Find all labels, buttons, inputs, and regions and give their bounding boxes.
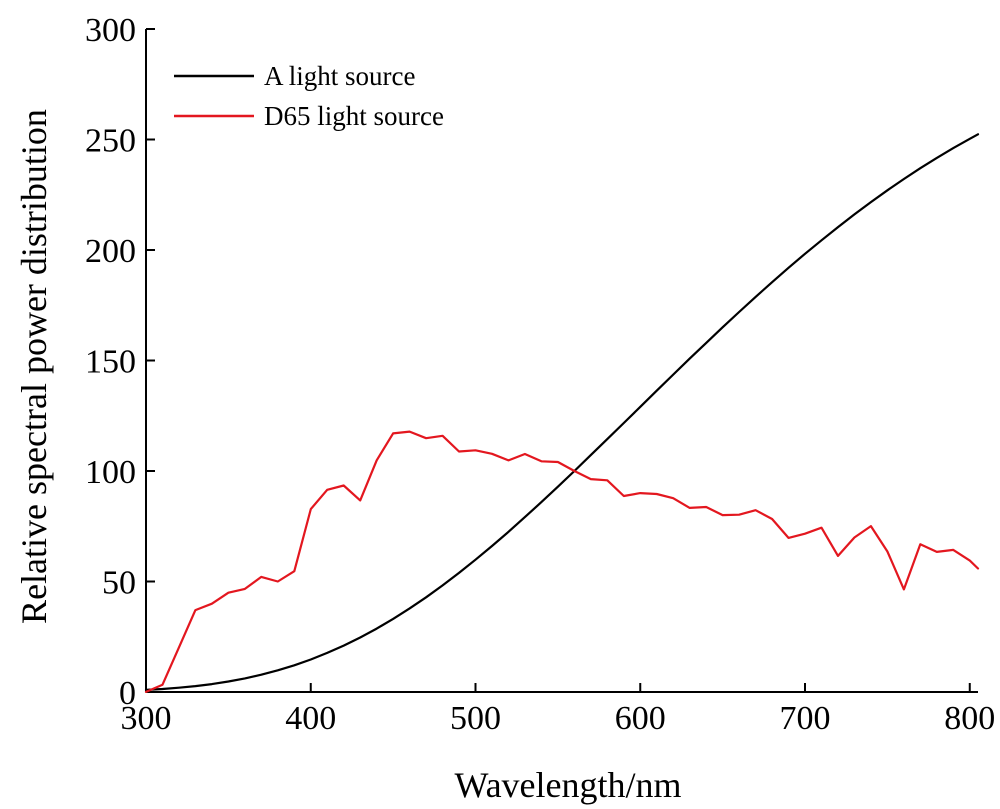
x-tick-label: 500 (450, 700, 501, 737)
legend-label: D65 light source (264, 101, 444, 131)
x-tick-label: 300 (121, 700, 172, 737)
x-tick-label: 700 (780, 700, 831, 737)
y-tick-label: 150 (85, 344, 136, 381)
y-tick-label: 300 (85, 12, 136, 49)
series-lines (144, 133, 980, 694)
ticks: 0 50 100 150 200 250 300 300 400 500 600 700 800 (85, 12, 995, 737)
series-line-a-light-source (144, 133, 980, 692)
legend-item: D65 light source (174, 101, 444, 131)
legend: A light source D65 light source (174, 61, 444, 131)
x-axis-title: Wavelength/nm (454, 765, 681, 805)
legend-item: A light source (174, 61, 415, 91)
y-tick-label: 100 (85, 454, 136, 491)
legend-label: A light source (264, 61, 415, 91)
series-line-d65-light-source (144, 430, 980, 694)
x-tick-label: 600 (615, 700, 666, 737)
x-tick-label: 800 (944, 700, 995, 737)
y-tick-label: 0 (119, 675, 136, 712)
x-tick-label: 400 (285, 700, 336, 737)
y-tick-label: 200 (85, 233, 136, 270)
y-tick-label: 250 (85, 123, 136, 160)
y-axis-title: Relative spectral power distribution (14, 109, 54, 624)
y-tick-label: 50 (102, 565, 136, 602)
